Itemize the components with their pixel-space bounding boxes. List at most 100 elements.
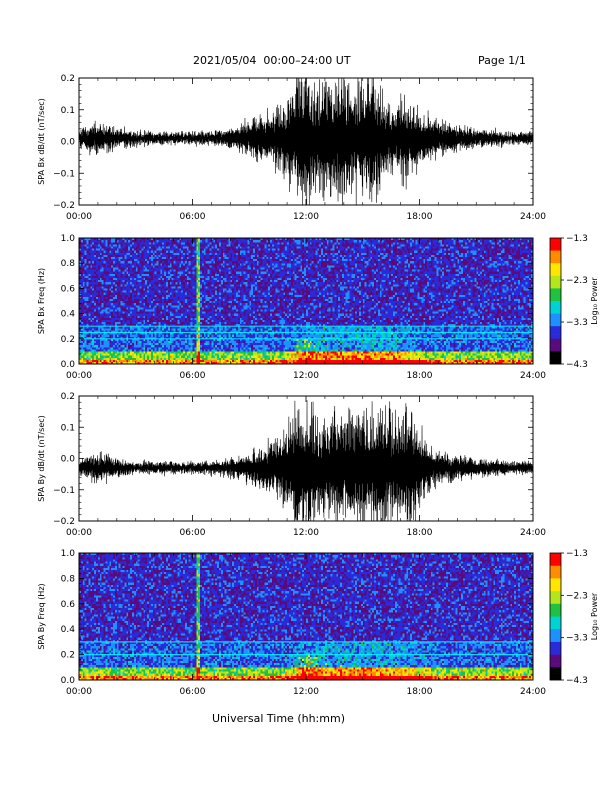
heatmap-cell (99, 330, 102, 333)
heatmap-cell (200, 248, 203, 251)
heatmap-cell (158, 265, 161, 268)
heatmap-cell (114, 340, 117, 344)
heatmap-cell (116, 328, 119, 331)
heatmap-cell (99, 361, 102, 365)
heatmap-cell (215, 353, 218, 356)
heatmap-cell (222, 286, 225, 289)
heatmap-cell (177, 326, 180, 329)
heatmap-cell (194, 256, 197, 260)
heatmap-cell (164, 280, 167, 283)
heatmap-cell (143, 288, 146, 291)
heatmap-cell (118, 280, 121, 283)
heatmap-cell (147, 311, 150, 314)
heatmap-cell (113, 311, 115, 314)
heatmap-cell (181, 353, 184, 356)
heatmap-cell (156, 355, 159, 358)
heatmap-cell (162, 298, 165, 302)
heatmap-cell (109, 254, 112, 257)
heatmap-cell (183, 288, 185, 291)
heatmap-cell (154, 336, 157, 339)
heatmap-cell (181, 280, 184, 283)
heatmap-cell (194, 292, 197, 295)
heatmap-cell (111, 275, 114, 278)
heatmap-cell (160, 313, 163, 316)
heatmap-cell (84, 315, 87, 318)
heatmap-cell (179, 284, 182, 287)
heatmap-cell (145, 307, 148, 310)
heatmap-cell (150, 345, 153, 348)
heatmap-cell (114, 277, 117, 281)
heatmap-cell (154, 238, 157, 241)
heatmap-cell (215, 313, 218, 316)
heatmap-cell (220, 271, 223, 274)
heatmap-cell (116, 332, 119, 335)
heatmap-cell (175, 345, 178, 348)
heatmap-cell (160, 265, 163, 268)
heatmap-cell (171, 326, 174, 329)
heatmap-cell (205, 248, 208, 251)
heatmap-cell (122, 244, 125, 247)
heatmap-cell (169, 284, 172, 287)
heatmap-cell (186, 259, 189, 262)
heatmap-cell (192, 277, 195, 281)
heatmap-cell (97, 328, 100, 331)
heatmap-cell (101, 313, 104, 316)
heatmap-cell (183, 271, 185, 274)
heatmap-cell (158, 290, 161, 293)
heatmap-cell (124, 307, 127, 310)
heatmap-cell (143, 322, 146, 325)
heatmap-cell (164, 244, 167, 247)
heatmap-cell (139, 254, 142, 257)
heatmap-cell (145, 317, 148, 320)
heatmap-cell (82, 351, 85, 354)
heatmap-cell (226, 313, 229, 316)
heatmap-cell (126, 357, 129, 360)
heatmap-cell (200, 275, 203, 278)
heatmap-cell (217, 269, 220, 272)
heatmap-cell (173, 313, 176, 316)
x-tick-label: 00:00 (66, 212, 92, 222)
heatmap-cell (137, 351, 140, 354)
heatmap-cell (184, 322, 187, 325)
heatmap-cell (88, 271, 91, 274)
heatmap-cell (147, 319, 150, 323)
heatmap-cell (205, 286, 208, 289)
heatmap-cell (196, 254, 199, 257)
heatmap-cell (114, 319, 117, 323)
heatmap-cell (218, 244, 221, 247)
heatmap-cell (226, 286, 229, 289)
heatmap-cell (126, 269, 129, 272)
heatmap-cell (198, 246, 201, 249)
heatmap-cell (166, 294, 168, 297)
heatmap-cell (92, 313, 95, 316)
heatmap-cell (224, 351, 227, 354)
heatmap-cell (114, 284, 117, 287)
heatmap-cell (211, 252, 214, 255)
heatmap-cell (79, 319, 81, 323)
heatmap-cell (196, 338, 199, 341)
heatmap-cell (198, 334, 201, 337)
heatmap-cell (101, 277, 104, 281)
heatmap-cell (184, 301, 187, 304)
heatmap-cell (80, 265, 83, 268)
heatmap-cell (109, 240, 112, 243)
heatmap-cell (113, 326, 115, 329)
heatmap-cell (230, 242, 233, 245)
heatmap-cell (162, 294, 165, 297)
heatmap-cell (218, 313, 221, 316)
heatmap-cell (207, 244, 210, 247)
heatmap-cell (88, 298, 91, 302)
heatmap-cell (230, 256, 233, 260)
heatmap-cell (192, 349, 195, 352)
heatmap-cell (99, 275, 102, 278)
heatmap-cell (120, 303, 123, 306)
heatmap-cell (232, 338, 235, 341)
heatmap-cell (226, 294, 229, 297)
heatmap-cell (194, 261, 197, 264)
heatmap-cell (220, 317, 223, 320)
heatmap-cell (96, 269, 98, 272)
heatmap-cell (160, 328, 163, 331)
heatmap-cell (126, 345, 129, 348)
heatmap-cell (211, 322, 214, 325)
heatmap-cell (147, 280, 150, 283)
